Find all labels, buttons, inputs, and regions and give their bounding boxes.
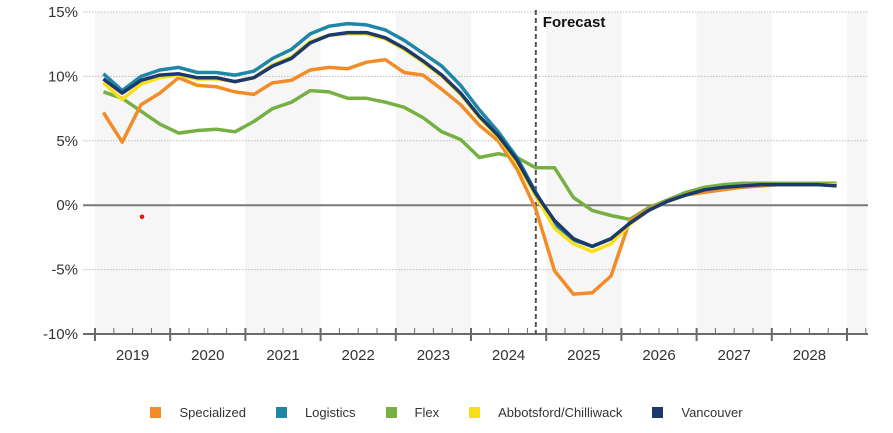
- legend-swatch-icon: [150, 407, 162, 418]
- legend-label: Specialized: [179, 405, 246, 420]
- y-tick-label: 10%: [48, 68, 78, 85]
- legend-swatch-icon: [469, 407, 481, 418]
- line-chart: 15% 10% 5% 0% -5% -10% 2019 2020 2021 2022 2023 202…: [43, 4, 868, 364]
- y-tick-label: -10%: [43, 326, 78, 343]
- legend-item: Specialized: [150, 405, 246, 420]
- year-band: [95, 12, 171, 334]
- year-band: [847, 12, 867, 334]
- legend-item: Flex: [385, 405, 440, 420]
- x-tick-label: 2022: [342, 347, 375, 364]
- x-tick-label: 2021: [266, 347, 299, 364]
- legend-swatch-icon: [652, 407, 664, 418]
- year-band: [696, 12, 772, 334]
- legend-label: Abbotsford/Chilliwack: [498, 405, 623, 420]
- y-tick-label: 0%: [56, 197, 78, 214]
- forecast-label: Forecast: [543, 14, 606, 31]
- x-tick-label: 2026: [642, 347, 675, 364]
- legend-label: Flex: [414, 405, 440, 420]
- x-tick-label: 2020: [191, 347, 224, 364]
- x-tick-label: 2019: [116, 347, 149, 364]
- legend-item: Logistics: [275, 405, 356, 420]
- series-line-flex: [102, 88, 837, 222]
- year-band: [395, 12, 471, 334]
- legend: Specialized Logistics Flex Abbotsford/Chill…: [0, 405, 893, 420]
- y-tick-label: 15%: [48, 4, 78, 21]
- y-tick-label: -5%: [51, 262, 78, 279]
- series-line-specialized: [101, 57, 837, 296]
- legend-label: Logistics: [304, 405, 356, 420]
- year-band: [245, 12, 321, 334]
- legend-item: Vancouver: [652, 405, 743, 420]
- x-tick-label: 2023: [417, 347, 450, 364]
- x-tick-label: 2025: [567, 347, 600, 364]
- red-marker: [139, 214, 145, 220]
- x-tick-label: 2024: [492, 347, 525, 364]
- y-tick-label: 5%: [56, 133, 78, 150]
- legend-swatch-icon: [275, 407, 287, 418]
- x-tick-label: 2028: [793, 347, 826, 364]
- x-tick-label: 2027: [718, 347, 751, 364]
- series-line-vancouver: [102, 30, 837, 249]
- legend-swatch-icon: [385, 407, 397, 418]
- legend-item: Abbotsford/Chilliwack: [469, 405, 622, 420]
- legend-label: Vancouver: [681, 405, 743, 420]
